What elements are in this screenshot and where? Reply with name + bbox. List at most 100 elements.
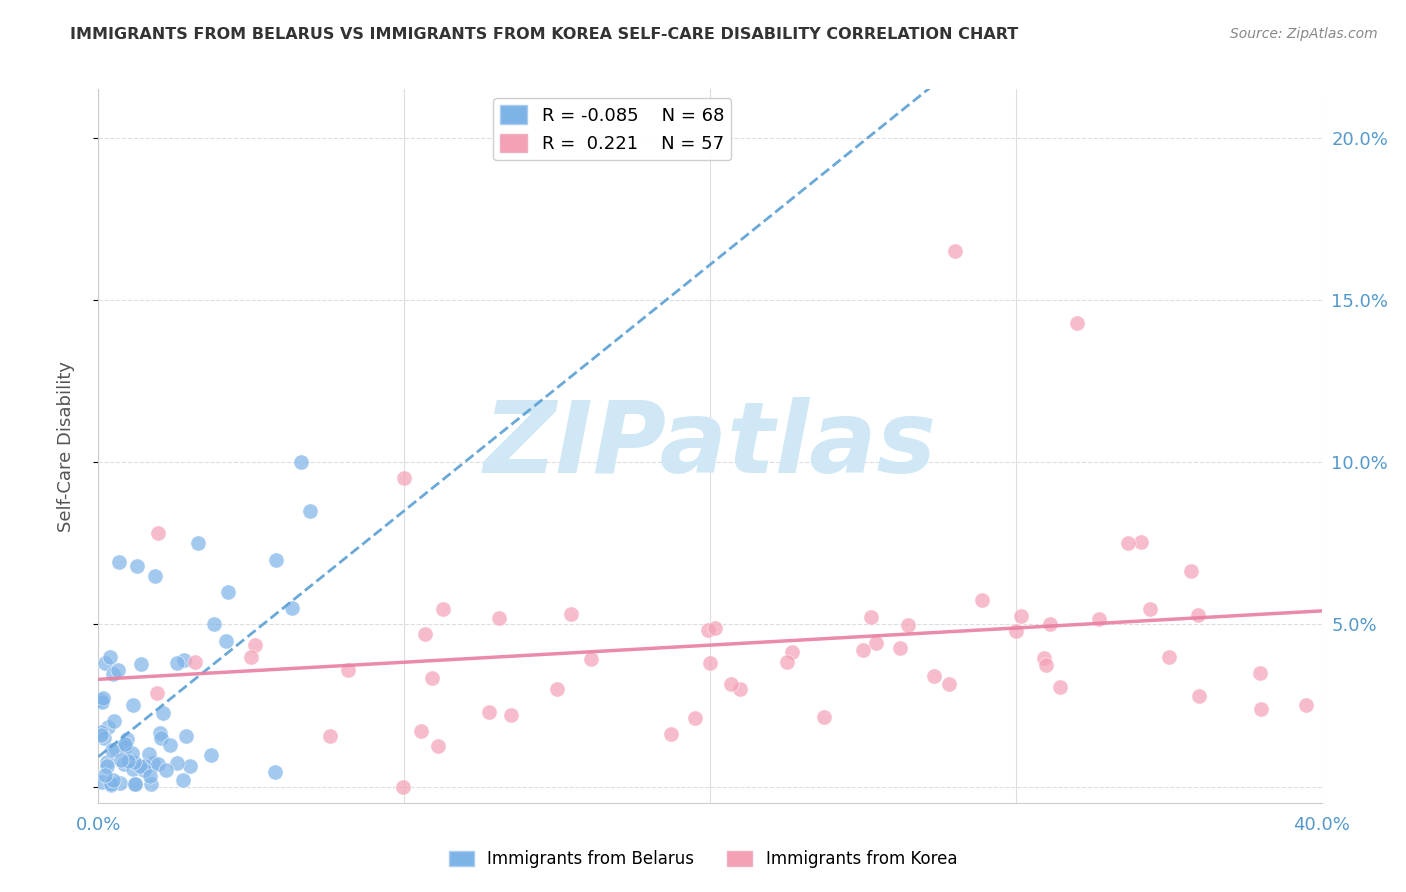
Point	[889, 640, 911, 655]
Point	[166, 657, 188, 671]
Point	[117, 755, 139, 769]
Point	[100, 743, 122, 757]
Text: ZIPatlas: ZIPatlas	[484, 398, 936, 494]
Point	[202, 617, 225, 632]
Point	[1180, 564, 1202, 578]
Point	[1295, 698, 1317, 713]
Point	[924, 669, 946, 683]
Y-axis label: Self-Care Disability: Self-Care Disability	[56, 360, 75, 532]
Point	[1116, 536, 1139, 550]
Point	[90, 775, 112, 789]
Point	[215, 633, 238, 648]
Point	[152, 706, 174, 720]
Point	[107, 663, 129, 677]
Point	[122, 756, 145, 770]
Point	[1010, 609, 1032, 624]
Point	[217, 585, 239, 599]
Point	[318, 730, 340, 744]
Point	[90, 696, 112, 710]
Point	[96, 758, 118, 772]
Point	[1033, 651, 1056, 665]
Point	[108, 775, 131, 789]
Point	[104, 742, 127, 756]
Point	[134, 758, 156, 772]
Point	[1188, 689, 1211, 703]
Point	[134, 764, 156, 778]
Point	[174, 729, 197, 743]
Point	[155, 764, 177, 778]
Text: 0.0%: 0.0%	[76, 816, 121, 834]
Point	[143, 568, 166, 582]
Point	[415, 627, 437, 641]
Point	[142, 756, 165, 771]
Point	[122, 698, 145, 712]
Point	[560, 607, 582, 621]
Point	[970, 592, 993, 607]
Point	[263, 765, 285, 780]
Point	[776, 655, 799, 669]
Point	[115, 731, 138, 746]
Point	[240, 649, 263, 664]
Point	[94, 768, 117, 782]
Point	[298, 504, 321, 518]
Point	[129, 657, 152, 671]
Point	[1039, 616, 1062, 631]
Point	[146, 686, 169, 700]
Point	[264, 552, 287, 566]
Point	[865, 636, 887, 650]
Point	[90, 693, 112, 707]
Point	[391, 780, 413, 794]
Point	[166, 756, 188, 770]
Point	[179, 758, 201, 772]
Point	[704, 621, 727, 635]
Point	[200, 747, 222, 762]
Point	[98, 649, 121, 664]
Point	[938, 677, 960, 691]
Point	[478, 705, 501, 719]
Point	[184, 655, 207, 669]
Point	[103, 714, 125, 729]
Point	[114, 738, 136, 752]
Point	[125, 559, 148, 574]
Point	[1157, 649, 1180, 664]
Point	[852, 643, 875, 657]
Point	[1139, 602, 1161, 616]
Point	[1049, 680, 1071, 694]
Point	[943, 244, 966, 259]
Point	[97, 721, 120, 735]
Point	[697, 623, 720, 637]
Point	[813, 710, 835, 724]
Point	[128, 759, 150, 773]
Point	[432, 601, 454, 615]
Point	[96, 755, 118, 769]
Point	[427, 739, 450, 753]
Point	[93, 731, 115, 745]
Point	[1088, 612, 1111, 626]
Point	[281, 601, 304, 615]
Point	[411, 723, 433, 738]
Point	[420, 671, 443, 685]
Point	[110, 753, 132, 767]
Point	[1129, 534, 1152, 549]
Point	[546, 682, 568, 697]
Point	[100, 776, 122, 790]
Text: Source: ZipAtlas.com: Source: ZipAtlas.com	[1230, 27, 1378, 41]
Point	[139, 769, 162, 783]
Point	[392, 471, 416, 485]
Point	[728, 682, 751, 697]
Point	[90, 725, 112, 739]
Point	[146, 525, 169, 540]
Point	[108, 555, 131, 569]
Point	[90, 728, 112, 742]
Point	[659, 727, 682, 741]
Point	[124, 777, 146, 791]
Point	[488, 611, 510, 625]
Legend: Immigrants from Belarus, Immigrants from Korea: Immigrants from Belarus, Immigrants from…	[441, 844, 965, 875]
Legend: R = -0.085    N = 68, R =  0.221    N = 57: R = -0.085 N = 68, R = 0.221 N = 57	[494, 98, 731, 161]
Point	[139, 777, 162, 791]
Point	[159, 738, 181, 752]
Point	[122, 762, 145, 776]
Point	[172, 772, 194, 787]
Point	[124, 777, 146, 791]
Point	[1249, 666, 1271, 681]
